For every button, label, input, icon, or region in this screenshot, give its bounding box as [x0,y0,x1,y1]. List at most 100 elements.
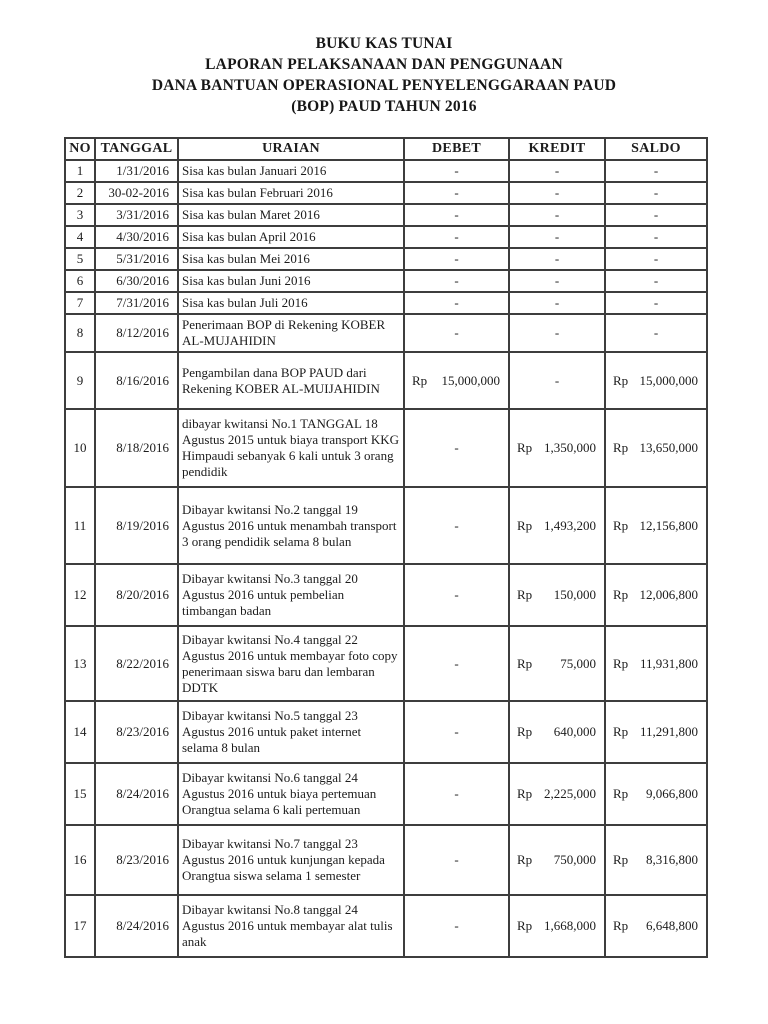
row-number-cell: 11 [64,486,96,565]
currency-label: Rp [517,655,533,671]
balance-amount-cell: - [604,203,708,227]
balance-amount-cell: Rp 6,648,800 [604,894,708,958]
document-title-line-3: DANA BANTUAN OPERASIONAL PENYELENGGARAAN… [151,77,617,94]
row-number-cell: 1 [64,159,96,183]
table-row: 5 5/31/2016 Sisa kas bulan Mei 2016- - - [64,247,708,271]
cash-book-table: NO TANGGAL URAIAN DEBET KREDIT SALDO 1 1/… [64,137,708,958]
table-header: NO TANGGAL URAIAN DEBET KREDIT SALDO [64,137,708,161]
amount-value: 13,650,000 [639,440,699,455]
money-value: Rp 1,493,200 [511,517,603,534]
currency-label: Rp [613,372,629,388]
table-row: 3 3/31/2016 Sisa kas bulan Maret 2016- - - [64,203,708,227]
amount-value: 750,000 [553,852,596,867]
debit-amount-cell: - [403,700,510,764]
row-number-cell: 15 [64,762,96,826]
debit-amount-cell: - [403,247,510,271]
currency-label: Rp [412,372,428,388]
date-cell: 6/30/2016 [94,269,179,293]
currency-label: Rp [517,786,533,801]
credit-amount-cell: - [508,351,606,410]
currency-label: Rp [517,517,533,533]
amount-value: 12,156,800 [639,517,699,533]
description-cell: Sisa kas bulan Juli 2016 [177,291,405,315]
table-row: 2 30-02-2016 Sisa kas bulan Februari 2016-… [64,181,708,205]
credit-amount-cell: Rp 1,668,000 [508,894,606,958]
balance-amount-cell: - [604,269,708,293]
description-cell: Penerimaan BOP di Rekening KOBER AL-MUJA… [177,313,405,353]
credit-amount-cell: Rp 2,225,000 [508,762,606,826]
description-cell: Pengambilan dana BOP PAUD dari Rekening … [177,351,405,410]
amount-value: 1,493,200 [544,517,596,533]
description-cell: Dibayar kwitansi No.4 tanggal 22 Agustus… [177,625,405,702]
date-cell: 8/20/2016 [94,563,179,627]
credit-amount-cell: Rp 150,000 [508,563,606,627]
balance-amount-cell: Rp 11,291,800 [604,700,708,764]
date-cell: 8/24/2016 [94,762,179,826]
amount-value: 15,000,000 [639,372,699,388]
currency-label: Rp [613,786,629,801]
currency-label: Rp [517,852,533,867]
description-cell: Sisa kas bulan Mei 2016 [177,247,405,271]
debit-amount-cell: - [403,824,510,896]
column-header-debet: DEBET [403,137,510,161]
row-number-cell: 17 [64,894,96,958]
balance-amount-cell: Rp 8,316,800 [604,824,708,896]
money-value: Rp 1,350,000 [511,440,603,456]
table-row: 7 7/31/2016 Sisa kas bulan Juli 2016- - - [64,291,708,315]
column-header-kredit: KREDIT [508,137,606,161]
description-cell: Sisa kas bulan Februari 2016 [177,181,405,205]
debit-amount-cell: - [403,181,510,205]
table-body: 1 1/31/2016 Sisa kas bulan Januari 2016- - -… [64,159,708,958]
document-title-block: BUKU KAS TUNAI LAPORAN PELAKSANAAN DAN P… [0,0,768,117]
amount-value: 1,668,000 [544,918,596,933]
row-number-cell: 16 [64,824,96,896]
currency-label: Rp [517,724,533,739]
money-value: Rp 15,000,000 [406,372,507,389]
debit-amount-cell: - [403,894,510,958]
date-cell: 8/12/2016 [94,313,179,353]
money-value: Rp 13,650,000 [607,440,705,456]
currency-label: Rp [517,587,533,602]
credit-amount-cell: - [508,269,606,293]
money-value: Rp 11,291,800 [607,724,705,740]
debit-amount-cell: - [403,486,510,565]
money-value: Rp 15,000,000 [607,372,705,389]
debit-amount-cell: - [403,563,510,627]
credit-amount-cell: - [508,203,606,227]
balance-amount-cell: - [604,159,708,183]
document-title-line-4: (BOP) PAUD TAHUN 2016 [291,98,477,115]
date-cell: 4/30/2016 [94,225,179,249]
date-cell: 8/23/2016 [94,700,179,764]
table-row: 6 6/30/2016 Sisa kas bulan Juni 2016- - - [64,269,708,293]
document-title-line-2: LAPORAN PELAKSANAAN DAN PENGGUNAAN [205,56,563,73]
money-value: Rp 1,668,000 [511,918,603,934]
row-number-cell: 5 [64,247,96,271]
date-cell: 7/31/2016 [94,291,179,315]
row-number-cell: 7 [64,291,96,315]
amount-value: 2,225,000 [544,786,596,801]
document-title-line-1: BUKU KAS TUNAI [315,35,453,52]
debit-amount-cell: - [403,225,510,249]
money-value: Rp 75,000 [511,655,603,672]
credit-amount-cell: - [508,247,606,271]
amount-value: 640,000 [553,724,596,739]
money-value: Rp 750,000 [511,852,603,868]
row-number-cell: 6 [64,269,96,293]
money-value: Rp 640,000 [511,724,603,740]
currency-label: Rp [613,517,629,533]
row-number-cell: 8 [64,313,96,353]
balance-amount-cell: - [604,291,708,315]
debit-amount-cell: - [403,408,510,488]
amount-value: 75,000 [560,655,596,671]
debit-amount-cell: - [403,269,510,293]
money-value: Rp 12,156,800 [607,517,705,534]
debit-amount-cell: Rp 15,000,000 [403,351,510,410]
amount-value: 6,648,800 [646,918,698,933]
currency-label: Rp [517,440,533,455]
money-value: Rp 11,931,800 [607,656,705,672]
description-cell: Dibayar kwitansi No.2 tanggal 19 Agustus… [177,486,405,565]
column-header-no: NO [64,137,96,161]
balance-amount-cell: - [604,313,708,353]
money-value: Rp 12,006,800 [607,587,705,603]
